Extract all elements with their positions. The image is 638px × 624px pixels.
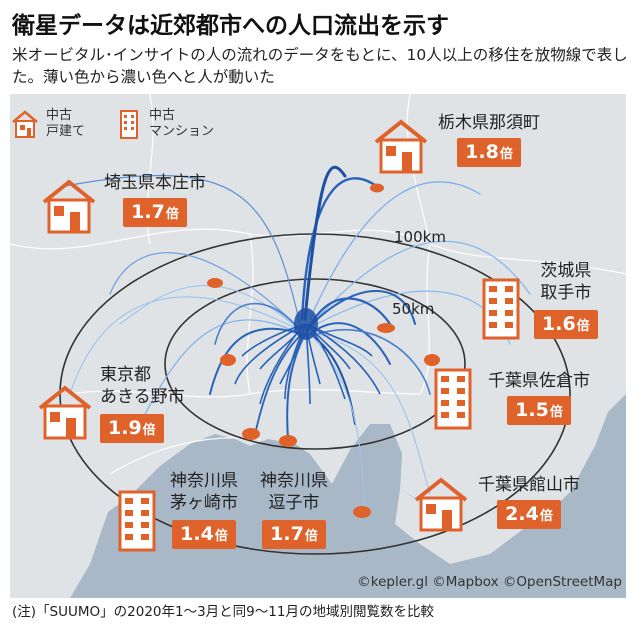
condo-icon [118,490,156,552]
house-icon [38,385,92,440]
place-name-line1: 神奈川県 [170,471,238,491]
tokyo-center [294,308,318,340]
place-name-line1: 茨城県 [540,261,592,281]
callout-tochigi-nasu: 栃木県那須町 1.8倍 [438,112,540,167]
place-name: 千葉県館山市 [478,475,580,495]
ratio-badge: 1.9倍 [100,414,164,443]
legend: 中古 戸建て 中古 マンション [10,108,214,140]
destination-dots [207,183,440,518]
flow-arcs [64,165,531,515]
house-icon [414,477,468,532]
ring-50km [164,278,466,450]
radius-label-100km: 100km [394,228,446,246]
radius-label-50km: 50km [392,300,435,318]
subtitle: 米オービタル･インサイトの人の流れのデータをもとに、10人以上の移住を放物線で表… [12,46,628,86]
ratio-badge: 2.4倍 [497,500,561,529]
place-name: 栃木県那須町 [438,113,540,133]
callout-kanagawa-zushi: 神奈川県 逗子市 1.7倍 [260,470,328,549]
place-name: 埼玉県本庄市 [104,173,206,193]
house-icon [12,110,38,138]
ratio-badge: 1.7倍 [262,520,326,549]
place-name-line1: 東京都 [100,365,151,385]
callout-saitama-honjo: 埼玉県本庄市 1.7倍 [104,172,206,227]
page-title: 衛星データは近郊都市への人口流出を示す [12,13,449,39]
ratio-badge: 1.5倍 [507,396,571,425]
place-name-line2: あきる野市 [100,387,185,407]
ratio-badge: 1.4倍 [172,520,236,549]
legend-house-label: 中古 戸建て [46,108,86,139]
condo-icon [120,110,139,139]
house-icon [374,119,428,174]
place-name-line2: 取手市 [540,283,592,303]
ratio-badge: 1.7倍 [123,198,187,227]
callout-kanagawa-chigasaki: 神奈川県 茅ヶ崎市 1.4倍 [170,470,238,549]
callout-tokyo-akiruno: 東京都 あきる野市 1.9倍 [100,364,185,443]
condo-icon [482,278,520,340]
callout-ibaraki-toride: 茨城県 取手市 1.6倍 [534,260,598,339]
callout-chiba-sakura: 千葉県佐倉市 1.5倍 [488,370,590,425]
legend-condo-label: 中古 マンション [149,108,215,139]
place-name: 千葉県佐倉市 [488,371,590,391]
callout-chiba-tateyama: 千葉県館山市 2.4倍 [478,474,580,529]
condo-icon [434,368,472,430]
tokyo-bay [332,424,402,534]
house-icon [42,179,96,234]
place-name-line2: 茅ヶ崎市 [170,493,238,513]
ratio-badge: 1.6倍 [534,310,598,339]
footnote: (注)「SUUMO」の2020年1～3月と同9～11月の地域別閲覧数を比較 [12,604,434,620]
map-credit: ©kepler.gl ©Mapbox ©OpenStreetMap [357,574,622,590]
place-name-line1: 神奈川県 [260,471,328,491]
ratio-badge: 1.8倍 [457,138,521,167]
place-name-line2: 逗子市 [268,493,320,513]
